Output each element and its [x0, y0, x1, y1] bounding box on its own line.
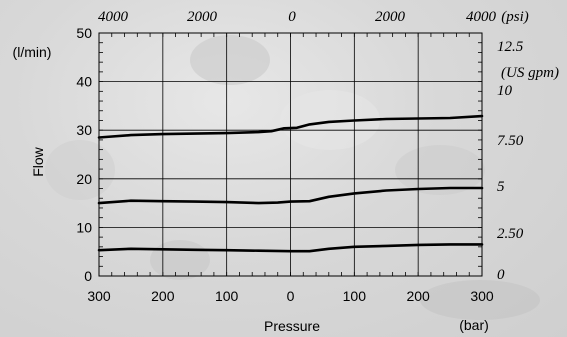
top-tick-label: 2000 — [187, 9, 218, 25]
x-tick-label: 300 — [87, 288, 111, 304]
x-tick-label: 200 — [151, 288, 175, 304]
right-tick-label: 5 — [497, 179, 505, 195]
y-tick-label: 0 — [84, 268, 92, 284]
y-tick-label: 50 — [76, 25, 92, 41]
top-tick-label: 2000 — [375, 9, 406, 25]
top-tick-label: 4000 — [98, 9, 129, 25]
x-tick-label: 0 — [287, 288, 295, 304]
top-tick-labels: 4000 2000 0 2000 4000 — [98, 9, 497, 25]
top-axis-unit: (psi) — [501, 9, 529, 25]
y-tick-label: 10 — [76, 219, 92, 235]
flow-curve-3 — [97, 243, 484, 253]
plot-frame — [98, 32, 483, 277]
x-tick-label: 200 — [406, 288, 430, 304]
right-tick-label: 10 — [497, 83, 513, 99]
grid-lines — [99, 33, 482, 276]
right-tick-label: 0 — [497, 267, 505, 283]
right-axis-unit: (US gpm) — [501, 65, 559, 81]
y-axis-title: Flow — [30, 146, 46, 176]
series-group — [97, 114, 484, 253]
y-tick-labels: 0 10 20 30 40 50 — [76, 25, 92, 284]
y-axis-unit: (l/min) — [13, 44, 52, 60]
right-tick-labels: 0 2.50 5 7.50 10 12.5 — [497, 39, 524, 283]
top-tick-label: 0 — [288, 9, 296, 25]
flow-curve-1 — [97, 114, 484, 139]
right-tick-label: 7.50 — [497, 133, 524, 149]
background-texture — [45, 35, 540, 320]
x-tick-label: 100 — [215, 288, 239, 304]
right-tick-label: 12.5 — [497, 39, 524, 55]
right-tick-label: 2.50 — [497, 226, 524, 242]
flow-curve-2 — [97, 186, 484, 205]
x-tick-label: 100 — [343, 288, 367, 304]
x-axis-title: Pressure — [264, 318, 320, 334]
y-tick-label: 40 — [76, 74, 92, 90]
top-tick-label: 4000 — [466, 9, 497, 25]
x-axis-unit: (bar) — [459, 317, 489, 333]
x-tick-label: 300 — [470, 288, 494, 304]
x-tick-labels: 300 200 100 0 100 200 300 — [87, 288, 494, 304]
minor-ticks — [98, 32, 483, 277]
y-tick-label: 20 — [76, 171, 92, 187]
y-tick-label: 30 — [76, 122, 92, 138]
